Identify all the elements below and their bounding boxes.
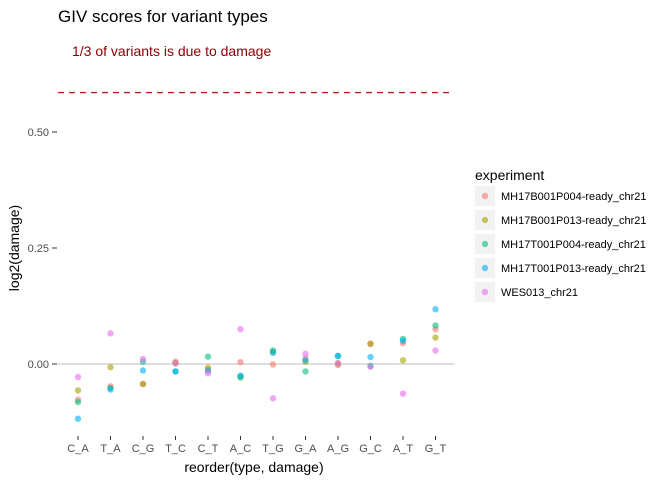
x-tick-label: A_T: [393, 443, 413, 455]
x-tick-label: T_G: [262, 443, 283, 455]
data-point: [139, 355, 147, 363]
x-tick-label: C_T: [198, 443, 219, 455]
data-point: [432, 322, 439, 329]
legend-swatch: [481, 240, 489, 248]
data-point: [302, 350, 309, 357]
legend-label: MH17T001P004-ready_chr21: [501, 239, 646, 251]
x-tick-label: T_C: [165, 443, 186, 455]
x-tick-label: G_T: [425, 443, 447, 455]
data-point: [334, 359, 342, 367]
data-point: [269, 349, 277, 357]
chart-title: GIV scores for variant types: [58, 7, 268, 26]
data-point: [107, 364, 114, 371]
legend: experiment MH17B001P004-ready_chr21 MH17B…: [475, 167, 647, 302]
data-point: [399, 390, 407, 397]
y-axis: 0.00 0.25 0.50: [28, 127, 57, 371]
legend-swatch: [481, 288, 489, 296]
data-point: [302, 368, 309, 375]
data-point: [172, 360, 179, 367]
y-tick-label: 0.50: [28, 127, 49, 139]
legend-label: MH17B001P013-ready_chr21: [501, 215, 647, 227]
plot-area: [58, 91, 454, 422]
data-point: [302, 357, 309, 364]
y-tick-label: 0.25: [28, 243, 49, 255]
data-point: [269, 395, 277, 402]
x-tick-label: A_C: [230, 443, 251, 455]
data-point: [367, 363, 374, 370]
data-point: [74, 373, 82, 381]
legend-swatch: [481, 216, 489, 224]
legend-label: MH17B001P004-ready_chr21: [501, 191, 647, 203]
data-point: [237, 358, 244, 366]
x-axis: C_A T_A C_G T_C C_T A_C T_G G_A A_G G_C A_T G_T: [67, 436, 446, 455]
x-tick-label: C_A: [67, 443, 89, 455]
legend-label: WES013_chr21: [501, 287, 578, 299]
data-point: [172, 368, 179, 375]
x-tick-label: C_G: [132, 443, 155, 455]
data-point: [74, 398, 82, 406]
data-point: [432, 306, 439, 313]
data-point: [432, 334, 439, 341]
data-point: [334, 352, 342, 359]
legend-swatch: [481, 264, 489, 272]
legend-label: MH17T001P013-ready_chr21: [501, 263, 646, 275]
y-axis-title: log2(damage): [6, 205, 22, 291]
data-point: [204, 370, 212, 377]
data-point: [107, 386, 114, 393]
data-point: [237, 326, 244, 333]
y-tick-label: 0.00: [28, 359, 49, 371]
data-point: [74, 387, 82, 394]
data-point: [367, 340, 374, 347]
chart-annotation: 1/3 of variants is due to damage: [72, 43, 271, 59]
legend-swatch: [481, 192, 489, 200]
data-point: [399, 357, 407, 364]
data-point: [204, 353, 212, 360]
legend-title: experiment: [475, 167, 544, 183]
data-point: [367, 353, 374, 361]
data-point: [139, 380, 147, 388]
data-point: [74, 415, 82, 422]
data-point: [432, 347, 439, 354]
data-point: [399, 337, 407, 344]
data-point: [107, 330, 114, 337]
x-tick-label: G_A: [294, 443, 317, 455]
data-point: [139, 367, 147, 374]
data-point: [269, 361, 277, 368]
data-point: [237, 372, 244, 379]
x-axis-title: reorder(type, damage): [184, 459, 323, 475]
x-tick-label: G_C: [359, 443, 382, 455]
x-tick-label: T_A: [100, 443, 121, 455]
x-tick-label: A_G: [327, 443, 349, 455]
